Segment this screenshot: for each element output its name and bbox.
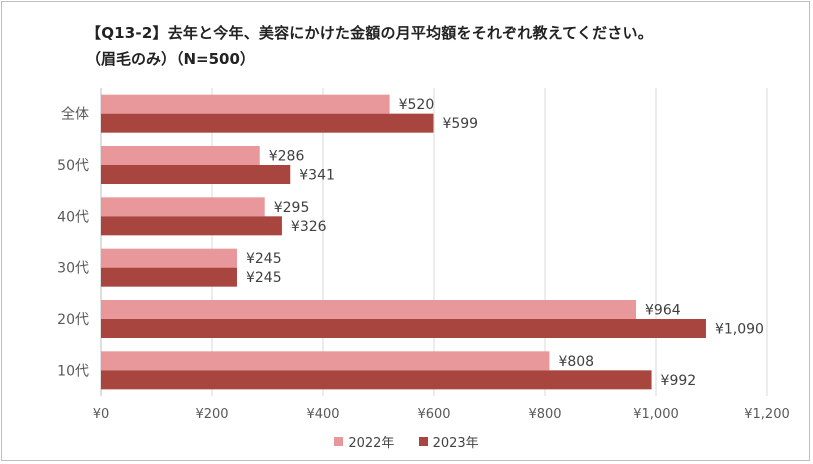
bar-2022年-30代 — [101, 248, 237, 268]
legend-label-2023: 2023年 — [432, 436, 479, 451]
category-label: 40代 — [57, 209, 89, 225]
category-label: 20代 — [57, 312, 89, 328]
legend-label-2022: 2022年 — [348, 436, 395, 451]
category-label: 10代 — [57, 363, 89, 379]
chart-subtitle: （眉毛のみ）（N=500） — [86, 50, 255, 68]
data-label: ¥599 — [442, 116, 478, 132]
data-label: ¥245 — [246, 251, 282, 267]
bar-2023年-30代 — [101, 267, 237, 287]
bar-2023年-10代 — [101, 370, 652, 390]
data-label: ¥295 — [274, 200, 310, 216]
x-tick-label: ¥400 — [306, 407, 339, 422]
x-tick-label: ¥1,200 — [744, 407, 790, 422]
data-label: ¥808 — [558, 354, 594, 370]
legend-swatch-2023 — [418, 437, 428, 446]
category-label: 30代 — [57, 261, 89, 277]
bar-2023年-全体 — [101, 113, 434, 133]
bar-2023年-50代 — [101, 165, 291, 184]
data-label: ¥245 — [246, 270, 282, 286]
category-label: 全体 — [61, 106, 89, 123]
legend-item-2023: 2023年 — [418, 432, 479, 451]
x-tick-label: ¥200 — [195, 407, 228, 422]
bar-2022年-50代 — [101, 146, 260, 165]
data-label: ¥992 — [661, 373, 697, 389]
bar-2023年-40代 — [101, 216, 282, 236]
data-label: ¥286 — [269, 149, 305, 165]
data-label: ¥964 — [645, 303, 681, 319]
x-tick-label: ¥800 — [528, 407, 561, 422]
bar-2022年-40代 — [101, 197, 265, 217]
category-label: 50代 — [57, 158, 89, 174]
data-label: ¥1,090 — [715, 322, 764, 338]
bar-2022年-10代 — [101, 351, 550, 371]
data-label: ¥326 — [291, 219, 327, 235]
data-label: ¥341 — [299, 168, 335, 184]
bar-2022年-全体 — [101, 94, 390, 114]
legend-swatch-2022 — [334, 437, 344, 446]
x-tick-label: ¥0 — [93, 407, 110, 422]
legend: 2022年 2023年 — [0, 432, 813, 451]
x-tick-label: ¥600 — [417, 407, 450, 422]
bar-2022年-20代 — [101, 300, 637, 319]
chart-title: 【Q13-2】去年と今年、美容にかけた金額の月平均額をそれぞれ教えてください。 — [86, 24, 653, 42]
legend-item-2022: 2022年 — [334, 432, 394, 451]
x-tick-label: ¥1,000 — [633, 407, 679, 422]
data-label: ¥520 — [399, 97, 435, 113]
bar-2023年-20代 — [101, 319, 706, 338]
